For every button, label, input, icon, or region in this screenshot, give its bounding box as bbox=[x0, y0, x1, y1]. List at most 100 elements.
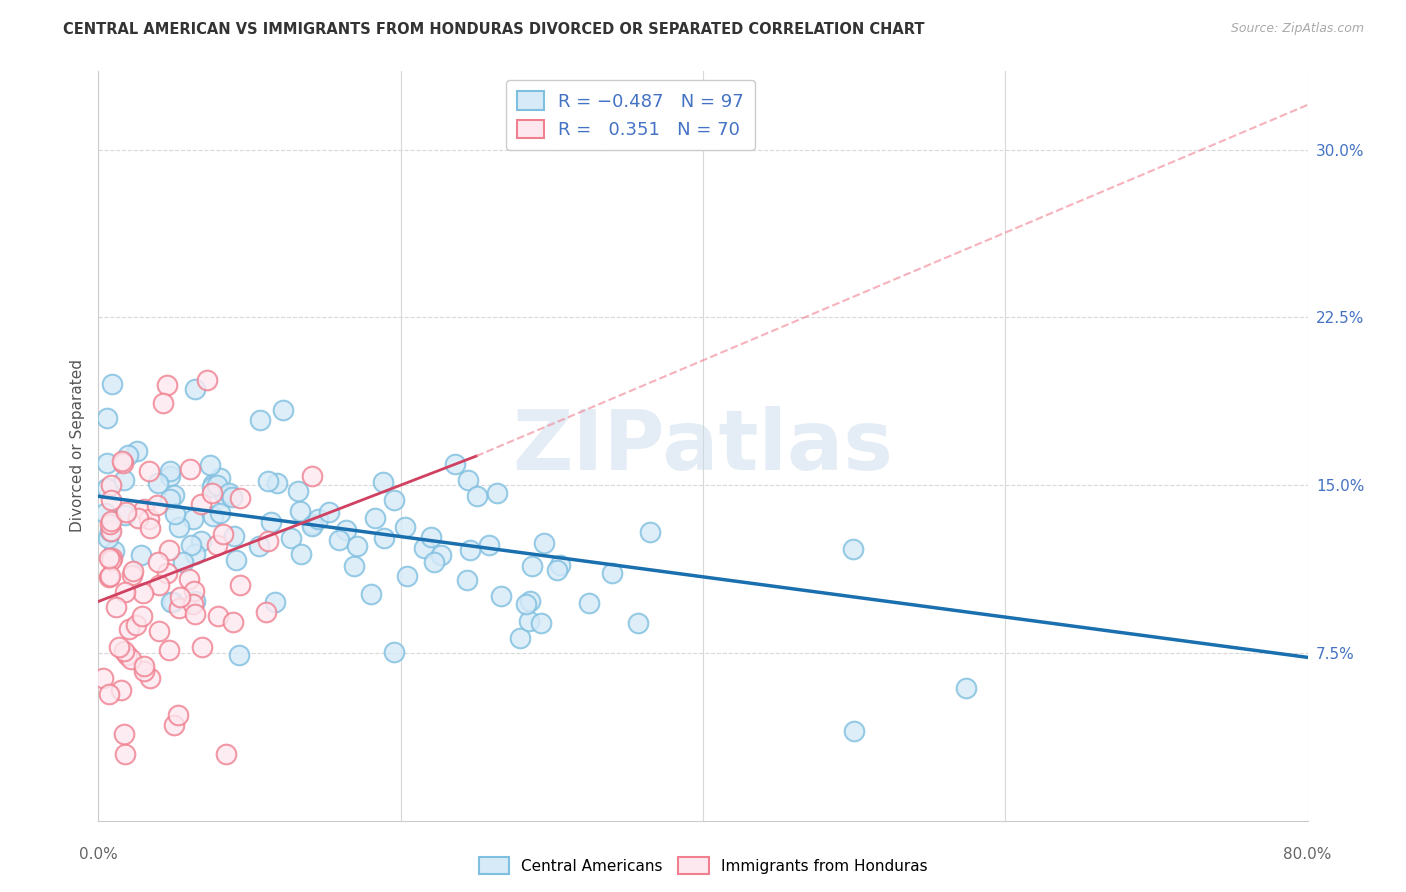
Point bbox=[114, 505, 136, 519]
Point bbox=[138, 512, 160, 526]
Point bbox=[335, 523, 357, 537]
Point bbox=[114, 584, 136, 599]
Point bbox=[100, 514, 122, 528]
Point bbox=[229, 491, 252, 505]
Point bbox=[167, 601, 190, 615]
Point bbox=[515, 597, 537, 611]
Point bbox=[373, 475, 395, 489]
Point bbox=[201, 480, 224, 494]
Point bbox=[546, 563, 568, 577]
Point bbox=[163, 718, 186, 732]
Point bbox=[184, 594, 207, 608]
Point bbox=[533, 536, 555, 550]
Point bbox=[112, 644, 135, 658]
Point bbox=[955, 681, 977, 696]
Point bbox=[98, 568, 121, 582]
Point bbox=[307, 512, 329, 526]
Point bbox=[485, 486, 508, 500]
Point bbox=[96, 456, 118, 470]
Point bbox=[112, 474, 135, 488]
Point bbox=[412, 541, 434, 556]
Point bbox=[111, 454, 134, 468]
Point bbox=[114, 508, 136, 522]
Point bbox=[169, 590, 191, 604]
Point bbox=[578, 596, 600, 610]
Point bbox=[215, 747, 238, 761]
Point bbox=[183, 607, 205, 621]
Point bbox=[627, 616, 650, 631]
Point bbox=[228, 578, 250, 592]
Point bbox=[132, 664, 155, 678]
Point bbox=[489, 589, 512, 603]
Point bbox=[209, 506, 232, 520]
Point bbox=[394, 519, 416, 533]
Point bbox=[190, 498, 212, 512]
Point bbox=[373, 532, 395, 546]
Point bbox=[360, 587, 382, 601]
Point bbox=[112, 456, 135, 470]
Point bbox=[166, 708, 188, 723]
Point bbox=[184, 547, 207, 561]
Point bbox=[100, 553, 122, 567]
Point bbox=[159, 464, 181, 478]
Point bbox=[318, 505, 340, 519]
Point bbox=[179, 462, 201, 476]
Point bbox=[212, 527, 235, 541]
Point bbox=[148, 624, 170, 638]
Y-axis label: Divorced or Separated: Divorced or Separated bbox=[69, 359, 84, 533]
Text: 0.0%: 0.0% bbox=[79, 847, 118, 863]
Point bbox=[202, 508, 225, 523]
Point bbox=[180, 538, 202, 552]
Point bbox=[129, 548, 152, 562]
Point bbox=[131, 609, 153, 624]
Point bbox=[396, 568, 419, 582]
Point bbox=[108, 640, 131, 654]
Point bbox=[430, 548, 453, 562]
Point bbox=[190, 533, 212, 548]
Point bbox=[288, 504, 311, 518]
Point bbox=[249, 413, 271, 427]
Text: ZIPatlas: ZIPatlas bbox=[513, 406, 893, 486]
Point bbox=[162, 595, 184, 609]
Text: 80.0%: 80.0% bbox=[1284, 847, 1331, 863]
Point bbox=[132, 659, 155, 673]
Point bbox=[139, 520, 162, 534]
Point bbox=[205, 478, 228, 492]
Point bbox=[257, 474, 280, 488]
Point bbox=[423, 555, 446, 569]
Point bbox=[420, 530, 443, 544]
Point bbox=[214, 489, 236, 503]
Point bbox=[98, 524, 121, 538]
Point bbox=[522, 558, 544, 573]
Point bbox=[138, 464, 160, 478]
Point bbox=[96, 481, 118, 495]
Point bbox=[228, 648, 250, 662]
Point bbox=[183, 597, 205, 611]
Point bbox=[343, 559, 366, 574]
Point bbox=[287, 484, 309, 499]
Point bbox=[115, 648, 138, 662]
Legend: R = −0.487   N = 97, R =   0.351   N = 70: R = −0.487 N = 97, R = 0.351 N = 70 bbox=[506, 80, 755, 150]
Point bbox=[165, 508, 187, 522]
Point bbox=[98, 551, 121, 566]
Point bbox=[195, 373, 218, 387]
Point bbox=[266, 476, 288, 491]
Point bbox=[104, 599, 127, 614]
Point bbox=[122, 564, 145, 578]
Point bbox=[138, 671, 160, 685]
Point bbox=[101, 377, 124, 392]
Point bbox=[465, 489, 488, 503]
Point bbox=[517, 615, 540, 629]
Point bbox=[177, 573, 200, 587]
Point bbox=[844, 724, 866, 739]
Point bbox=[290, 547, 312, 561]
Point bbox=[183, 584, 205, 599]
Point bbox=[157, 643, 180, 657]
Point bbox=[100, 524, 122, 538]
Point bbox=[640, 524, 662, 539]
Point bbox=[328, 533, 350, 547]
Point bbox=[191, 640, 214, 655]
Point bbox=[302, 517, 325, 532]
Point bbox=[301, 519, 323, 533]
Point bbox=[458, 543, 481, 558]
